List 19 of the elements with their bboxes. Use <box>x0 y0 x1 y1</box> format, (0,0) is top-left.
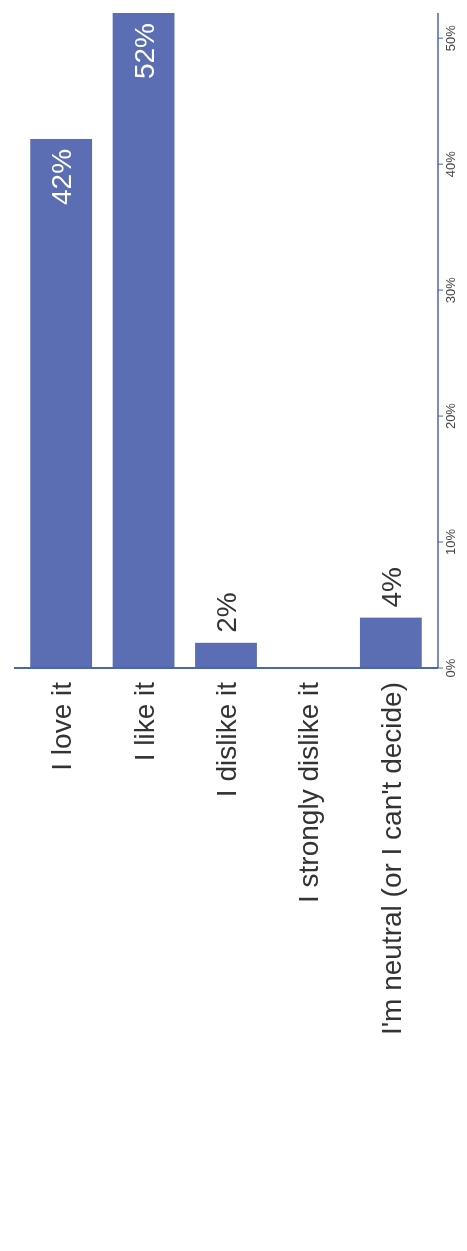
bar <box>359 617 422 668</box>
bar <box>30 138 93 668</box>
bar <box>112 13 175 668</box>
y-tick-label: 30% <box>443 276 458 304</box>
data-label: 42% <box>46 148 78 206</box>
x-tick-label: I dislike it <box>211 681 242 798</box>
y-tick-label: 0% <box>443 658 458 678</box>
y-tick-label: 10% <box>443 528 458 556</box>
x-tick-label: I strongly dislike it <box>293 681 325 903</box>
x-tick-label: I'm neutral (or I can't decide) <box>375 682 407 1036</box>
y-tick-label: 50% <box>443 24 458 52</box>
data-label: 52% <box>128 23 160 80</box>
data-label: 4% <box>375 567 407 608</box>
x-tick-label: I like it <box>128 681 160 762</box>
y-tick-label: 20% <box>443 402 458 430</box>
x-tick-label: I love it <box>46 681 78 771</box>
y-tick-label: 40% <box>443 150 458 178</box>
bar <box>195 642 257 668</box>
data-label: 2% <box>211 592 242 633</box>
